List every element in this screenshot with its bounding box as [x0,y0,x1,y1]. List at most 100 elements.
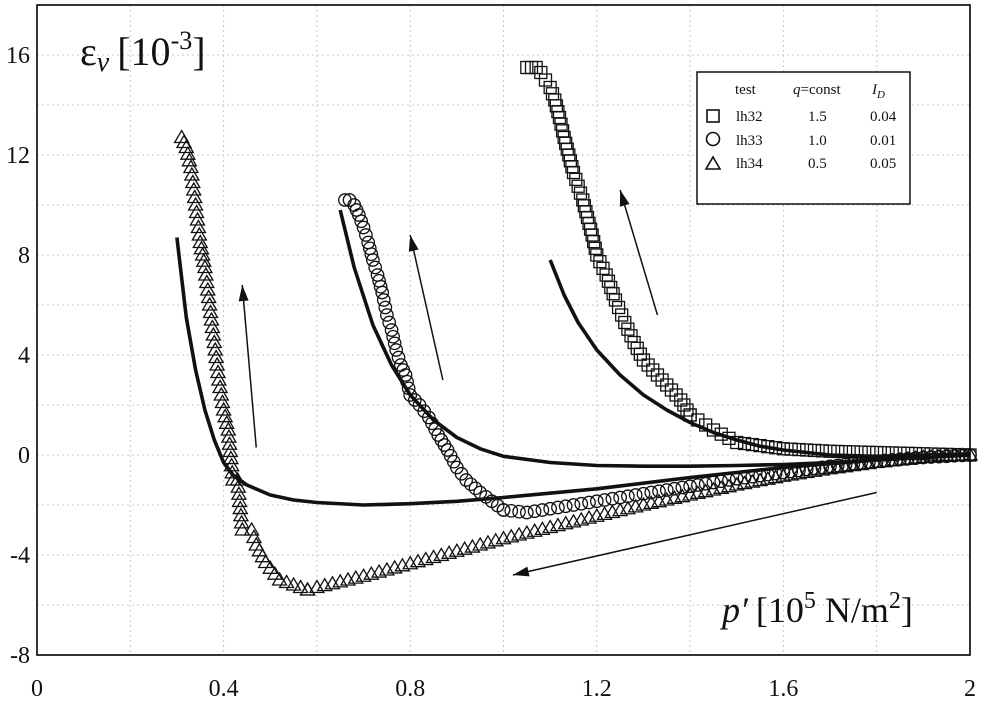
data-point-square [908,446,923,461]
data-point-circle [823,459,837,474]
y-axis-subscript: v [97,47,110,78]
arrow-head [408,235,419,252]
data-point-circle [636,486,651,501]
data-point-circle [387,336,402,351]
data-point-square [932,447,946,461]
data-point-triangle [643,495,660,509]
data-point-triangle [339,571,357,586]
data-point-circle [737,470,752,485]
data-point-square [784,442,798,456]
data-point-square [753,438,767,453]
y-tick-label: 4 [18,343,30,369]
data-point-circle [745,469,760,484]
data-point-circle [722,473,736,487]
legend-circle-marker [705,131,721,147]
data-point-triangle [222,443,239,458]
x-axis-symbol: p′ [719,590,749,630]
arrow-head [619,190,630,207]
data-point-square [674,393,688,407]
data-point-triangle [440,545,458,559]
data-point-square [520,60,534,75]
data-point-circle [644,485,659,500]
data-point-triangle [472,536,489,551]
data-point-triangle [790,465,808,480]
data-point-circle [527,504,542,519]
data-point-triangle [347,569,364,584]
data-point-circle [394,358,408,372]
data-point-triangle [837,458,854,473]
data-point-triangle [214,394,231,409]
data-point-triangle [179,145,196,160]
data-point-triangle [233,514,250,529]
data-point-circle [628,488,643,502]
data-point-circle [667,481,682,496]
data-point-square [573,186,588,200]
data-point-triangle [220,421,237,436]
data-point-triangle [456,540,473,555]
data-point-circle [408,393,422,407]
x-tick-labels: 0 0.4 0.8 1.2 1.6 2 [31,676,976,702]
data-point-square [854,445,868,459]
data-point-square [768,441,783,455]
data-point-triangle [495,530,512,545]
legend-box [696,71,911,205]
data-point-triangle [674,488,691,503]
data-point-triangle [292,579,309,594]
data-point-circle [386,329,400,344]
data-point-circle [589,494,604,509]
data-point-circle [753,468,767,483]
y-tick-label: -4 [10,543,30,569]
data-point-triangle [689,485,707,499]
data-point-triangle [232,500,249,515]
data-point-square [646,363,660,377]
data-point-square [706,423,721,437]
data-point-circle [885,453,900,467]
data-point-square [823,444,837,458]
data-point-triangle [798,464,815,479]
data-point-triangle [394,557,411,572]
data-point-triangle [814,461,831,476]
data-point-triangle [355,567,372,582]
data-point-triangle [221,435,238,450]
data-point-square [621,322,635,336]
data-point-triangle [666,490,683,504]
y-axis-unit-exp: -3 [171,26,193,55]
data-point-triangle [604,504,621,519]
data-point-triangle [681,486,699,501]
x-axis-unit-close: ] [901,590,913,630]
data-point-triangle [218,415,235,429]
legend-header-q-symbol: q [793,82,801,98]
data-point-square [893,446,907,460]
data-point-square [901,446,915,460]
data-point-square [714,427,728,441]
data-point-circle [361,235,376,250]
y-axis-unit-open: [10 [117,29,170,74]
data-point-circle [384,323,399,337]
data-point-square [838,445,853,459]
data-point-circle [659,483,674,497]
data-point-triangle [619,500,637,515]
legend-row-lh34-id: 0.05 [870,156,896,172]
x-tick-label: 2 [964,676,976,702]
legend-row-lh34-test: lh34 [736,156,763,172]
data-point-triangle [464,538,481,553]
data-point-square [677,398,691,412]
data-point-triangle [234,521,251,536]
data-point-triangle [363,565,380,580]
x-axis-unit-mid: N/m [816,590,889,630]
y-tick-label: 16 [6,43,30,69]
data-point-triangle [899,450,916,465]
data-point-square [947,447,962,462]
data-point-triangle [650,493,668,508]
data-point-square [641,358,655,372]
data-point-circle [473,485,488,500]
data-point-square [660,378,674,392]
data-point-triangle [230,485,248,500]
legend-header-id-symbol: I [871,82,878,98]
data-point-circle [799,462,814,477]
data-point-triangle [448,542,465,557]
data-point-circle [574,496,589,511]
y-tick-label: 0 [18,443,30,469]
data-point-triangle [635,496,652,511]
data-point-triangle [217,408,234,423]
